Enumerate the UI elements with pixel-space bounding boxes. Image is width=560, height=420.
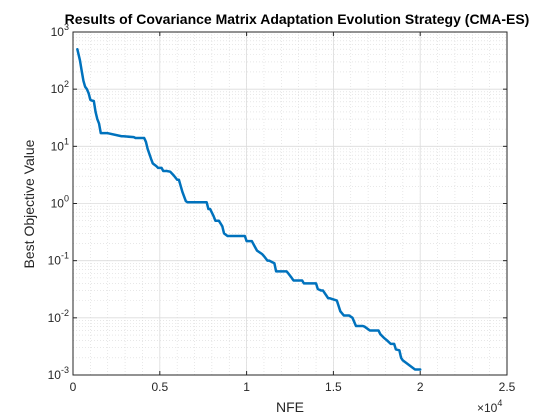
y-tick-label-exponent: -3 xyxy=(61,365,69,375)
y-tick-label-exponent: 0 xyxy=(64,194,69,204)
y-tick-label-exponent: -2 xyxy=(61,308,69,318)
y-tick-label: 100 xyxy=(51,194,69,211)
x-tick-label: 1 xyxy=(243,380,250,394)
y-tick-label-base: 10 xyxy=(51,82,65,96)
x-tick-label: 0.5 xyxy=(151,380,168,394)
x-multiplier-label: ×104 xyxy=(477,398,502,415)
y-tick-label: 101 xyxy=(51,136,69,153)
x-tick-label: 2.5 xyxy=(499,380,516,394)
series-line-0 xyxy=(76,47,422,371)
y-tick-label-exponent: -1 xyxy=(61,251,69,261)
y-tick-label-base: 10 xyxy=(48,311,62,325)
y-tick-label-base: 10 xyxy=(48,254,62,268)
y-tick-label: 102 xyxy=(51,79,69,96)
y-tick-label-base: 10 xyxy=(51,197,65,211)
x-multiplier-base: ×10 xyxy=(477,401,498,415)
y-tick-label-exponent: 3 xyxy=(64,22,69,32)
x-multiplier-exponent: 4 xyxy=(497,398,502,408)
y-tick-label-base: 10 xyxy=(51,25,65,39)
y-axis-label: Best Objective Value xyxy=(21,139,37,268)
y-tick-label: 10-2 xyxy=(48,308,69,325)
x-axis-label: NFE xyxy=(276,399,304,415)
series-layer xyxy=(76,47,422,371)
y-tick-label-base: 10 xyxy=(48,368,62,382)
chart-title: Results of Covariance Matrix Adaptation … xyxy=(65,11,530,27)
x-tick-label: 0 xyxy=(70,380,77,394)
y-tick-label-exponent: 2 xyxy=(64,79,69,89)
x-tick-label: 2 xyxy=(417,380,424,394)
y-tick-label: 10-3 xyxy=(48,365,69,382)
y-tick-label: 10-1 xyxy=(48,251,69,268)
x-tick-labels: 0 0.5 1 1.5 2 2.5 xyxy=(70,380,516,394)
y-tick-label-base: 10 xyxy=(51,139,65,153)
y-tick-label: 103 xyxy=(51,22,69,39)
y-tick-label-exponent: 1 xyxy=(64,136,69,146)
ticks xyxy=(72,31,508,376)
x-tick-label: 1.5 xyxy=(325,380,342,394)
